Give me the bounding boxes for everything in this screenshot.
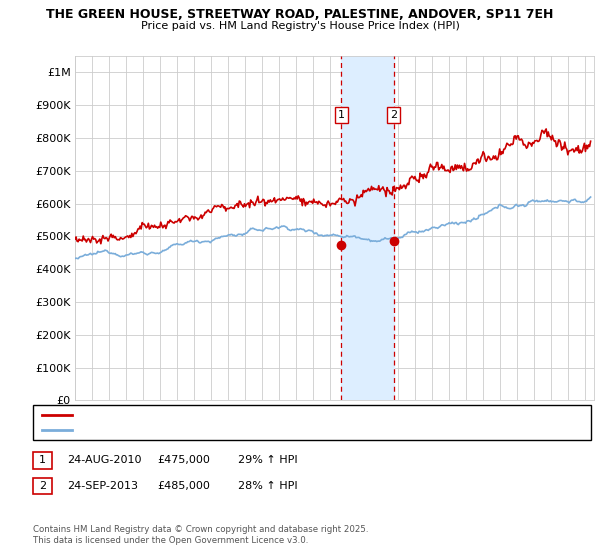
Text: HPI: Average price, detached house, Test Valley: HPI: Average price, detached house, Test… — [79, 426, 305, 435]
Text: 2: 2 — [390, 110, 397, 120]
Text: 28% ↑ HPI: 28% ↑ HPI — [238, 481, 298, 491]
Text: £485,000: £485,000 — [157, 481, 210, 491]
Text: 29% ↑ HPI: 29% ↑ HPI — [238, 455, 298, 465]
Text: 1: 1 — [338, 110, 345, 120]
Text: £475,000: £475,000 — [157, 455, 210, 465]
Text: 1: 1 — [39, 455, 46, 465]
Text: Price paid vs. HM Land Registry's House Price Index (HPI): Price paid vs. HM Land Registry's House … — [140, 21, 460, 31]
Text: THE GREEN HOUSE, STREETWAY ROAD, PALESTINE, ANDOVER, SP11 7EH: THE GREEN HOUSE, STREETWAY ROAD, PALESTI… — [46, 8, 554, 21]
Text: 24-AUG-2010: 24-AUG-2010 — [67, 455, 142, 465]
Text: Contains HM Land Registry data © Crown copyright and database right 2025.
This d: Contains HM Land Registry data © Crown c… — [33, 525, 368, 545]
Bar — [341, 56, 394, 400]
Text: THE GREEN HOUSE, STREETWAY ROAD, PALESTINE, ANDOVER, SP11 7EH (detached house): THE GREEN HOUSE, STREETWAY ROAD, PALESTI… — [79, 410, 510, 419]
Text: 24-SEP-2013: 24-SEP-2013 — [67, 481, 138, 491]
Text: 2: 2 — [39, 481, 46, 491]
